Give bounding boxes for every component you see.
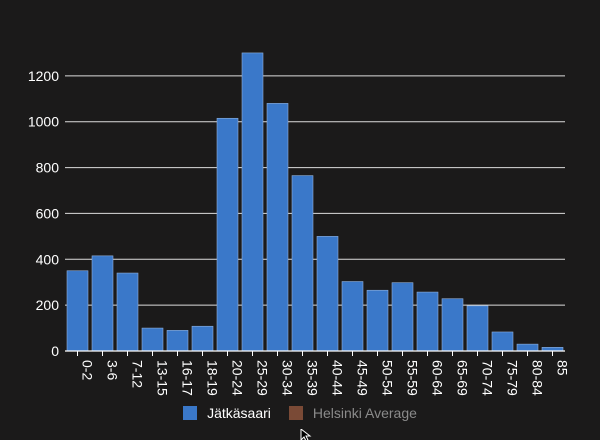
bar-60-64[interactable] [416,291,439,352]
grid-layer [65,75,565,306]
y-tick-label: 1000 [28,114,59,130]
bar-25-29[interactable] [241,52,264,352]
bar-80-84[interactable] [516,343,539,352]
legend-label-jatkasaari: Jätkäsaari [207,405,271,421]
x-tick-label: 18-19 [205,360,221,396]
legend-label-helsinki-average: Helsinki Average [312,405,417,421]
y-tick-label: 0 [51,343,59,359]
bar-70-74[interactable] [466,305,489,352]
x-tick-label: 13-15 [155,360,171,396]
x-tick-label: 45-49 [355,360,371,396]
bar-3-6[interactable] [91,255,114,352]
bar-18-19[interactable] [191,325,214,352]
legend-item-helsinki-average[interactable]: Helsinki Average [288,405,417,421]
x-tick-label: 55-59 [405,360,421,396]
bar-65-69[interactable] [441,298,464,352]
bar-40-44[interactable] [316,236,339,352]
y-tick-label: 200 [36,297,60,313]
legend-swatch-helsinki-average [288,406,303,420]
bar-75-79[interactable] [491,331,514,352]
bar-50-54[interactable] [366,289,389,352]
x-tick-label: 25-29 [255,360,271,396]
x-tick-label: 3-6 [105,360,121,380]
mouse-cursor-icon [300,429,312,440]
x-tick-label: 20-24 [230,360,246,396]
bar-0-2[interactable] [66,270,89,352]
x-tick-label: 85 [555,360,571,376]
bar-35-39[interactable] [291,175,314,352]
x-tick-label: 80-84 [530,360,546,396]
legend-swatch-jatkasaari [183,406,198,420]
legend: Jätkäsaari Helsinki Average [0,405,600,421]
y-tick-label: 600 [36,205,60,221]
x-tick-label: 75-79 [505,360,521,396]
x-tick-label: 35-39 [305,360,321,396]
y-tick-label: 1200 [28,68,59,84]
bar-20-24[interactable] [216,117,239,352]
x-tick-label: 65-69 [455,360,471,396]
bar-30-34[interactable] [266,103,289,352]
bar-55-59[interactable] [391,282,414,352]
bar-7-12[interactable] [116,272,139,352]
bar-13-15[interactable] [141,327,164,352]
x-tick-label: 7-12 [130,360,146,388]
legend-item-jatkasaari[interactable]: Jätkäsaari [183,405,271,421]
axis-layer: 0 200 400 600 800 1000 1200 0-2 3-6 7-12 13-15 16-1… [28,68,571,396]
x-tick-label: 30-34 [280,360,296,396]
y-tick-label: 800 [36,160,60,176]
x-tick-label: 70-74 [480,360,496,396]
y-tick-label: 400 [36,251,60,267]
bar-layer [66,52,564,352]
x-tick-label: 16-17 [180,360,196,396]
x-tick-label: 50-54 [380,360,396,396]
bar-16-17[interactable] [166,330,189,352]
x-tick-label: 60-64 [430,360,446,396]
bar-45-49[interactable] [341,281,364,352]
x-tick-label: 0-2 [80,360,96,380]
x-tick-label: 40-44 [330,360,346,396]
